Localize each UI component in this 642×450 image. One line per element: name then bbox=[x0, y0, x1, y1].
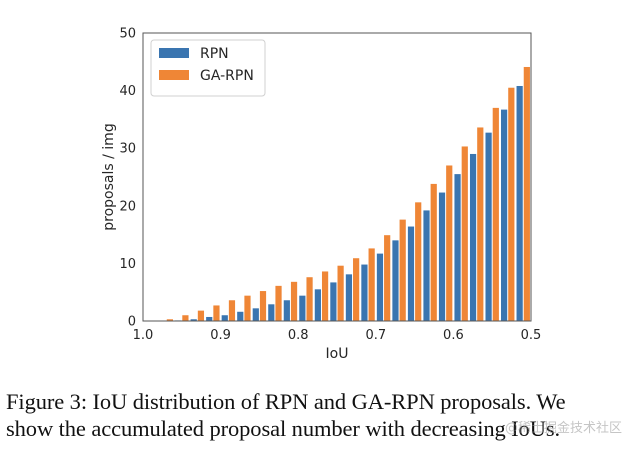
bar-rpn-0.91 bbox=[206, 316, 213, 321]
figure-caption: Figure 3: IoU distribution of RPN and GA… bbox=[6, 388, 638, 442]
legend-label-rpn: RPN bbox=[200, 46, 229, 62]
bar-rpn-0.79 bbox=[299, 295, 306, 321]
bar-ga-rpn-0.65 bbox=[415, 202, 422, 321]
bar-rpn-0.73 bbox=[345, 274, 353, 321]
x-tick-label: 0.9 bbox=[210, 328, 231, 343]
bar-ga-rpn-0.85 bbox=[259, 291, 267, 321]
x-tick-label: 1.0 bbox=[133, 328, 154, 343]
y-tick-label: 10 bbox=[119, 257, 136, 272]
legend-swatch-ga-rpn bbox=[159, 70, 189, 80]
chart: 0 10 20 30 40 50 1.0 0.9 0.8 0.7 0.6 0.5 IoU propo… bbox=[101, 27, 542, 363]
x-tick-label: 0.5 bbox=[521, 328, 542, 343]
y-tick-label: 40 bbox=[119, 84, 136, 99]
bar-rpn-0.89 bbox=[221, 315, 228, 321]
bar-rpn-0.61 bbox=[438, 192, 446, 321]
bar-rpn-0.75 bbox=[330, 282, 337, 321]
bars-group bbox=[166, 66, 530, 322]
bar-rpn-0.71 bbox=[361, 264, 368, 321]
bar-ga-rpn-0.87 bbox=[244, 295, 251, 321]
bar-ga-rpn-0.63 bbox=[430, 183, 437, 321]
bar-rpn-0.81 bbox=[283, 300, 290, 321]
x-tick-label: 0.6 bbox=[443, 328, 464, 343]
y-axis-label: proposals / img bbox=[101, 123, 117, 230]
bar-ga-rpn-0.73 bbox=[353, 258, 360, 321]
bar-rpn-0.83 bbox=[268, 304, 275, 321]
bar-ga-rpn-0.55 bbox=[492, 107, 499, 321]
bar-rpn-0.93 bbox=[190, 319, 197, 321]
bar-ga-rpn-0.95 bbox=[182, 315, 189, 321]
y-axis: 0 10 20 30 40 50 bbox=[119, 27, 136, 330]
bar-ga-rpn-0.51 bbox=[523, 66, 530, 321]
bar-ga-rpn-0.69 bbox=[384, 235, 391, 321]
caption-line-1: Figure 3: IoU distribution of RPN and GA… bbox=[6, 389, 566, 414]
y-tick-label: 20 bbox=[119, 199, 136, 214]
bar-rpn-0.63 bbox=[423, 210, 430, 321]
bar-rpn-0.77 bbox=[314, 289, 321, 321]
y-tick-label: 50 bbox=[119, 27, 136, 42]
y-tick-label: 30 bbox=[119, 142, 136, 157]
bar-ga-rpn-0.53 bbox=[508, 87, 515, 321]
bar-rpn-0.55 bbox=[485, 132, 492, 321]
bar-ga-rpn-0.79 bbox=[306, 277, 313, 321]
bar-ga-rpn-0.93 bbox=[197, 310, 205, 321]
bar-ga-rpn-0.61 bbox=[446, 165, 453, 321]
bar-ga-rpn-0.59 bbox=[461, 146, 468, 321]
bar-rpn-0.85 bbox=[252, 308, 259, 321]
bar-ga-rpn-0.75 bbox=[337, 265, 344, 321]
x-axis-label: IoU bbox=[326, 346, 349, 362]
legend-swatch-rpn bbox=[159, 48, 189, 58]
bar-ga-rpn-0.97 bbox=[166, 319, 173, 321]
x-tick-label: 0.7 bbox=[365, 328, 386, 343]
bar-rpn-0.59 bbox=[454, 174, 461, 321]
bar-ga-rpn-0.83 bbox=[275, 285, 282, 321]
y-tick-label: 0 bbox=[128, 315, 136, 330]
bar-rpn-0.87 bbox=[237, 311, 244, 321]
watermark: @稀土掘金技术社区 bbox=[505, 421, 623, 436]
bar-rpn-0.51 bbox=[516, 85, 523, 322]
bar-ga-rpn-0.71 bbox=[368, 248, 375, 321]
plot-frame bbox=[142, 32, 532, 322]
legend-label-ga-rpn: GA-RPN bbox=[200, 68, 254, 84]
bar-ga-rpn-0.91 bbox=[213, 305, 220, 321]
bar-rpn-0.67 bbox=[392, 240, 399, 321]
x-tick-label: 0.8 bbox=[288, 328, 309, 343]
bar-rpn-0.69 bbox=[376, 253, 384, 321]
bar-ga-rpn-0.67 bbox=[399, 219, 406, 321]
bar-ga-rpn-0.57 bbox=[477, 127, 484, 322]
legend: RPN GA-RPN bbox=[150, 39, 266, 97]
bar-rpn-0.53 bbox=[501, 109, 508, 321]
bar-rpn-0.57 bbox=[469, 153, 477, 321]
bar-rpn-0.65 bbox=[407, 226, 415, 321]
bar-ga-rpn-0.77 bbox=[321, 271, 329, 321]
x-axis: 1.0 0.9 0.8 0.7 0.6 0.5 bbox=[133, 328, 542, 343]
bar-ga-rpn-0.89 bbox=[228, 300, 236, 321]
caption-line-2: show the accumulated proposal number wit… bbox=[6, 416, 561, 441]
bar-ga-rpn-0.81 bbox=[290, 281, 298, 321]
